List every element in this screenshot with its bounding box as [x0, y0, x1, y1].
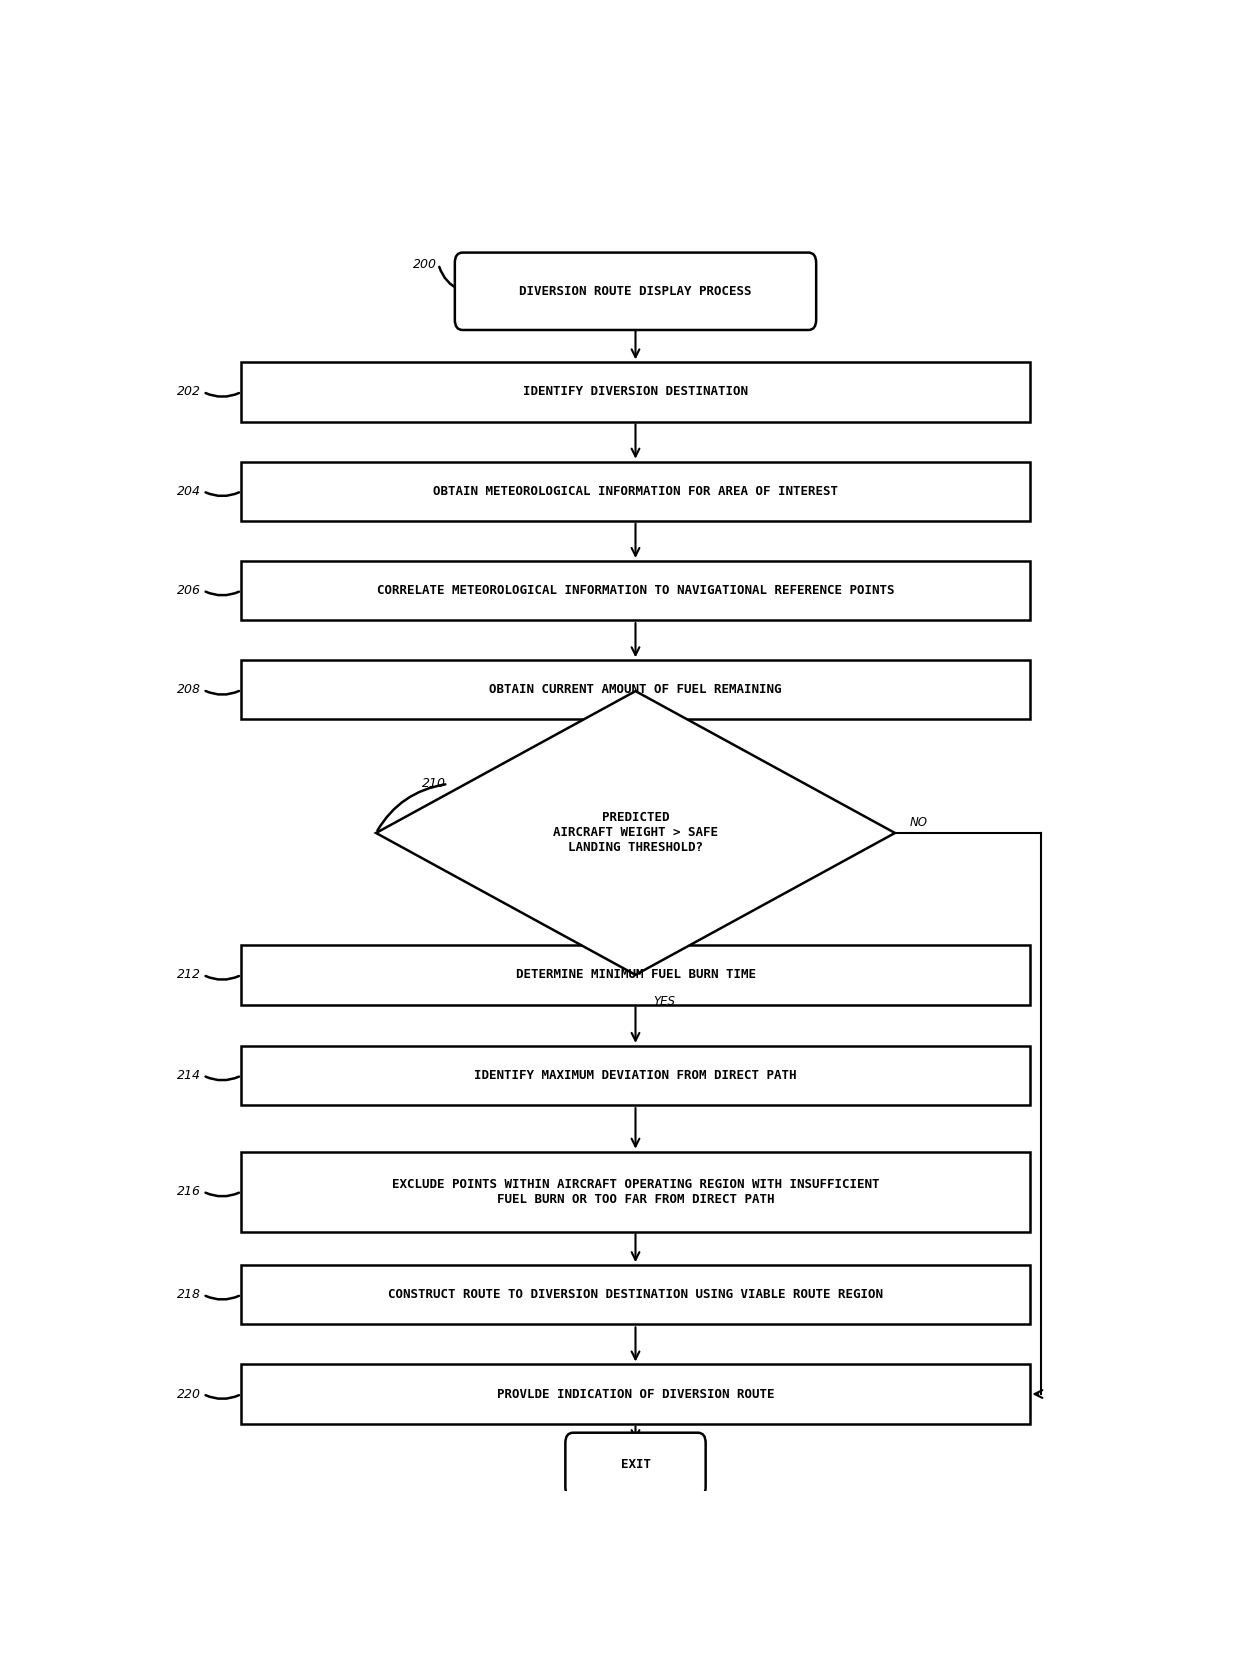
Text: 204: 204 [177, 484, 201, 497]
Text: NO: NO [909, 816, 928, 829]
Bar [242, 1045, 1029, 1106]
Text: YES: YES [652, 995, 675, 1008]
FancyBboxPatch shape [455, 253, 816, 330]
Text: 212: 212 [177, 968, 201, 982]
Bar [242, 1265, 1029, 1325]
Text: DETERMINE MINIMUM FUEL BURN TIME: DETERMINE MINIMUM FUEL BURN TIME [516, 968, 755, 982]
Text: DIVERSION ROUTE DISPLAY PROCESS: DIVERSION ROUTE DISPLAY PROCESS [520, 285, 751, 298]
Text: 208: 208 [177, 683, 201, 697]
Text: PREDICTED
AIRCRAFT WEIGHT > SAFE
LANDING THRESHOLD?: PREDICTED AIRCRAFT WEIGHT > SAFE LANDING… [553, 811, 718, 854]
Bar [242, 362, 1029, 422]
Bar [242, 1365, 1029, 1424]
Text: 216: 216 [177, 1184, 201, 1198]
Polygon shape [376, 692, 895, 975]
Bar [242, 660, 1029, 720]
Text: 200: 200 [413, 258, 436, 271]
FancyBboxPatch shape [565, 1432, 706, 1497]
Text: 206: 206 [177, 585, 201, 596]
Bar [242, 561, 1029, 620]
Text: 220: 220 [177, 1387, 201, 1400]
Text: IDENTIFY DIVERSION DESTINATION: IDENTIFY DIVERSION DESTINATION [523, 385, 748, 399]
Bar [242, 1151, 1029, 1231]
Text: PROVLDE INDICATION OF DIVERSION ROUTE: PROVLDE INDICATION OF DIVERSION ROUTE [497, 1387, 774, 1400]
Text: CONSTRUCT ROUTE TO DIVERSION DESTINATION USING VIABLE ROUTE REGION: CONSTRUCT ROUTE TO DIVERSION DESTINATION… [388, 1288, 883, 1301]
Bar [242, 462, 1029, 521]
Text: 210: 210 [422, 777, 446, 791]
Bar [242, 945, 1029, 1005]
Text: OBTAIN CURRENT AMOUNT OF FUEL REMAINING: OBTAIN CURRENT AMOUNT OF FUEL REMAINING [490, 683, 781, 697]
Text: 202: 202 [177, 385, 201, 399]
Text: 214: 214 [177, 1069, 201, 1082]
Text: IDENTIFY MAXIMUM DEVIATION FROM DIRECT PATH: IDENTIFY MAXIMUM DEVIATION FROM DIRECT P… [474, 1069, 797, 1082]
Text: EXIT: EXIT [620, 1459, 651, 1471]
Text: EXCLUDE POINTS WITHIN AIRCRAFT OPERATING REGION WITH INSUFFICIENT
FUEL BURN OR T: EXCLUDE POINTS WITHIN AIRCRAFT OPERATING… [392, 1178, 879, 1206]
Text: OBTAIN METEOROLOGICAL INFORMATION FOR AREA OF INTEREST: OBTAIN METEOROLOGICAL INFORMATION FOR AR… [433, 484, 838, 497]
Text: 218: 218 [177, 1288, 201, 1301]
Text: CORRELATE METEOROLOGICAL INFORMATION TO NAVIGATIONAL REFERENCE POINTS: CORRELATE METEOROLOGICAL INFORMATION TO … [377, 585, 894, 596]
